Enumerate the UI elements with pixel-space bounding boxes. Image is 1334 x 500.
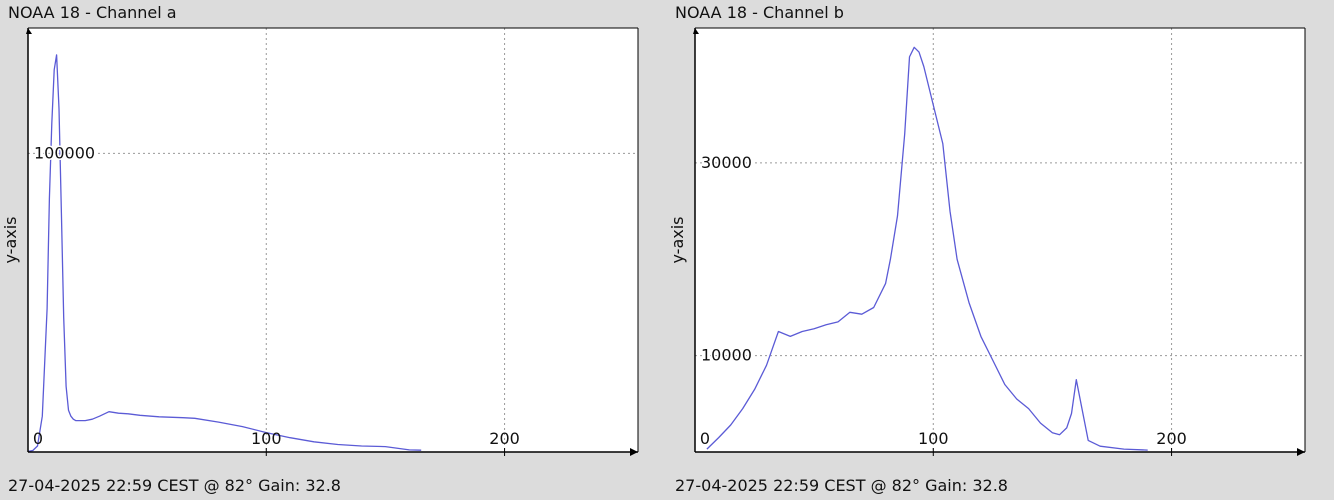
y-tick-label: 10000 — [701, 346, 752, 365]
x-tick-label: 0 — [700, 429, 710, 448]
capture-info: 27-04-2025 22:59 CEST @ 82° Gain: 32.8 — [8, 476, 341, 495]
chart-panel-b: NOAA 18 - Channel b 0 100 200 10000 30000 y-a… — [667, 0, 1334, 500]
plot-area — [695, 28, 1305, 452]
x-tick-label: 200 — [1156, 429, 1187, 448]
chart-title: NOAA 18 - Channel a — [8, 3, 177, 22]
x-tick-label: 100 — [251, 429, 282, 448]
x-axis-arrow — [1297, 448, 1305, 456]
y-axis-arrow — [693, 28, 699, 34]
histogram-plot-b: 0 100 200 10000 30000 y-axis — [668, 27, 1306, 456]
x-tick-label: 100 — [918, 429, 949, 448]
plot-area — [28, 28, 638, 452]
x-tick-label: 0 — [33, 429, 43, 448]
y-axis-label: y-axis — [668, 216, 687, 263]
y-axis-label: y-axis — [1, 216, 20, 263]
x-tick-label: 200 — [489, 429, 520, 448]
chart-title: NOAA 18 - Channel b — [675, 3, 844, 22]
histogram-plot-a: 0 100 200 100000 y-axis — [1, 27, 639, 456]
y-axis-arrow — [26, 28, 32, 34]
y-tick-label: 30000 — [701, 153, 752, 172]
x-axis-arrow — [630, 448, 638, 456]
chart-panel-a: NOAA 18 - Channel a 0 100 200 100000 y-axis … — [1, 3, 639, 495]
y-tick-label: 100000 — [34, 143, 95, 162]
histogram-line — [27, 54, 422, 453]
capture-info: 27-04-2025 22:59 CEST @ 82° Gain: 32.8 — [675, 476, 1008, 495]
histogram-line — [706, 46, 1148, 451]
